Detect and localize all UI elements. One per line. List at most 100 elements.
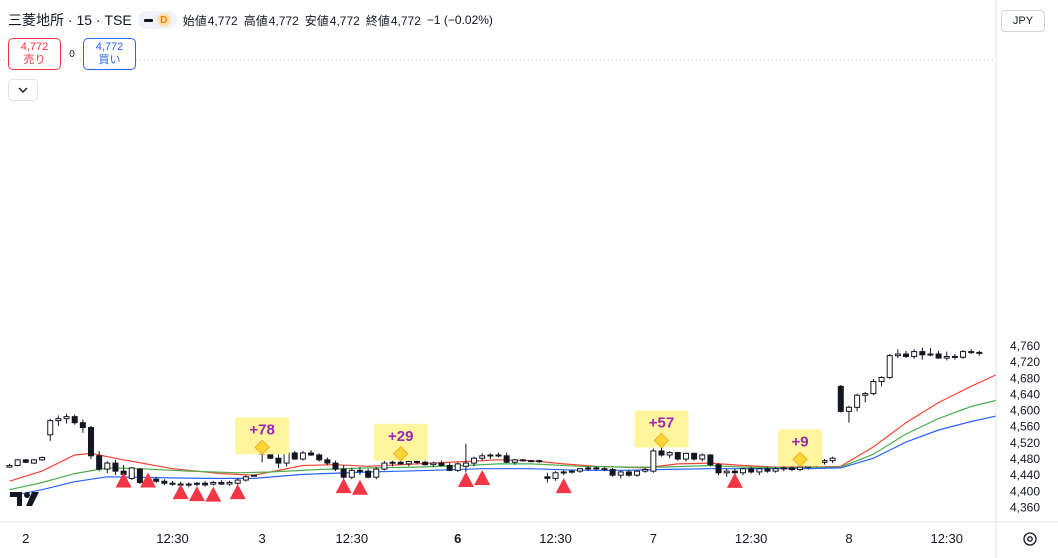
candle-body [487, 454, 494, 457]
x-tick-label: 12:30 [930, 531, 963, 546]
candle-body [275, 457, 282, 464]
candle [756, 467, 763, 476]
candle-body [161, 480, 168, 484]
candle-body [585, 467, 592, 470]
candle [495, 452, 502, 458]
candle-body [894, 353, 901, 357]
sell-price: 4,772 [20, 41, 49, 53]
candle-body [797, 466, 804, 471]
y-tick-label: 4,600 [1010, 404, 1040, 418]
candle-body [251, 474, 257, 477]
trade-annotation: +29 [373, 423, 428, 462]
candle-body [462, 462, 469, 467]
symbol-title[interactable]: 三菱地所 · 15 · TSE [8, 12, 132, 28]
candle-body [22, 459, 29, 463]
candle [454, 462, 461, 472]
signal-triangle [229, 484, 246, 500]
y-tick-label: 4,720 [1010, 355, 1040, 369]
candle [226, 480, 233, 486]
buy-button[interactable]: 4,772 買い [83, 38, 136, 70]
candle [22, 459, 29, 464]
candle [202, 480, 209, 487]
candle [47, 418, 54, 441]
candle-body [446, 464, 453, 471]
collapse-legend-button[interactable] [8, 79, 38, 101]
candle [503, 452, 510, 464]
candle-body [544, 476, 551, 479]
price-axis[interactable]: 4,360 4,400 4,440 4,480 4,520 4,560 4,600 4,640… [1010, 339, 1040, 515]
tradingview-logo-icon[interactable] [10, 490, 42, 513]
candle [764, 467, 771, 473]
candle [911, 349, 918, 359]
candle [153, 476, 160, 484]
candle-body [927, 353, 934, 356]
candle [299, 450, 306, 461]
candle [169, 480, 176, 486]
candle-body [6, 464, 13, 468]
time-axis[interactable]: 2 12:30 3 12:30 6 12:30 7 12:30 8 12:30 [22, 531, 963, 546]
candle [291, 450, 298, 460]
candle [821, 459, 828, 465]
candle-body [47, 420, 54, 436]
y-tick-label: 4,440 [1010, 468, 1040, 482]
candle-body [193, 482, 200, 485]
candle-body [503, 455, 510, 463]
candle [707, 454, 714, 467]
candle [365, 468, 372, 479]
status-badge[interactable]: D [137, 11, 177, 29]
candle-body [788, 467, 795, 471]
candle [927, 347, 934, 357]
candle-body [634, 470, 641, 476]
sell-button[interactable]: 4,772 売り [8, 38, 61, 70]
candle [625, 469, 632, 477]
buy-label: 買い [98, 54, 121, 66]
candle [780, 466, 787, 472]
candle [389, 460, 396, 467]
candle-body [699, 454, 706, 460]
candle-body [291, 452, 298, 460]
signal-triangle [172, 484, 189, 500]
candle-body [88, 427, 94, 457]
annotation-box [778, 429, 823, 467]
trade-annotation: +57 [634, 410, 689, 449]
x-tick-label: 12:30 [336, 531, 369, 546]
candle [210, 480, 217, 486]
x-tick-label: 12:30 [539, 531, 572, 546]
candle [935, 350, 942, 359]
candle-body [511, 459, 518, 463]
y-tick-label: 4,760 [1010, 339, 1040, 353]
candle [14, 459, 21, 467]
candle-body [153, 478, 160, 482]
candle [829, 456, 836, 464]
y-tick-label: 4,680 [1010, 371, 1040, 385]
candle [617, 470, 624, 479]
candle-body [845, 406, 852, 412]
candle-body [136, 468, 143, 483]
y-tick-label: 4,520 [1010, 436, 1040, 450]
candle [242, 475, 249, 482]
annotation-label: +9 [791, 433, 808, 450]
currency-button[interactable]: JPY [1001, 10, 1045, 32]
settings-icon[interactable] [1019, 528, 1041, 550]
candles [6, 347, 983, 488]
candle [185, 482, 192, 488]
x-tick-label: 12:30 [156, 531, 189, 546]
trade-annotation: +78 [235, 417, 290, 456]
candle [886, 354, 893, 380]
candle [479, 453, 486, 461]
buy-price: 4,772 [95, 41, 124, 53]
candle-body [373, 468, 380, 478]
x-tick-label: 7 [650, 531, 657, 546]
candle [251, 474, 257, 477]
candle-body [642, 469, 649, 472]
candle [585, 466, 592, 472]
annotation-label: +29 [388, 428, 413, 445]
candle [88, 425, 94, 460]
signal-triangle [188, 486, 205, 502]
x-tick-label: 3 [259, 531, 266, 546]
trade-buttons: 4,772 売り 0 4,772 買い [8, 38, 136, 70]
candle-body [348, 469, 355, 478]
spread-value: 0 [69, 48, 75, 60]
candle-body [128, 467, 135, 479]
